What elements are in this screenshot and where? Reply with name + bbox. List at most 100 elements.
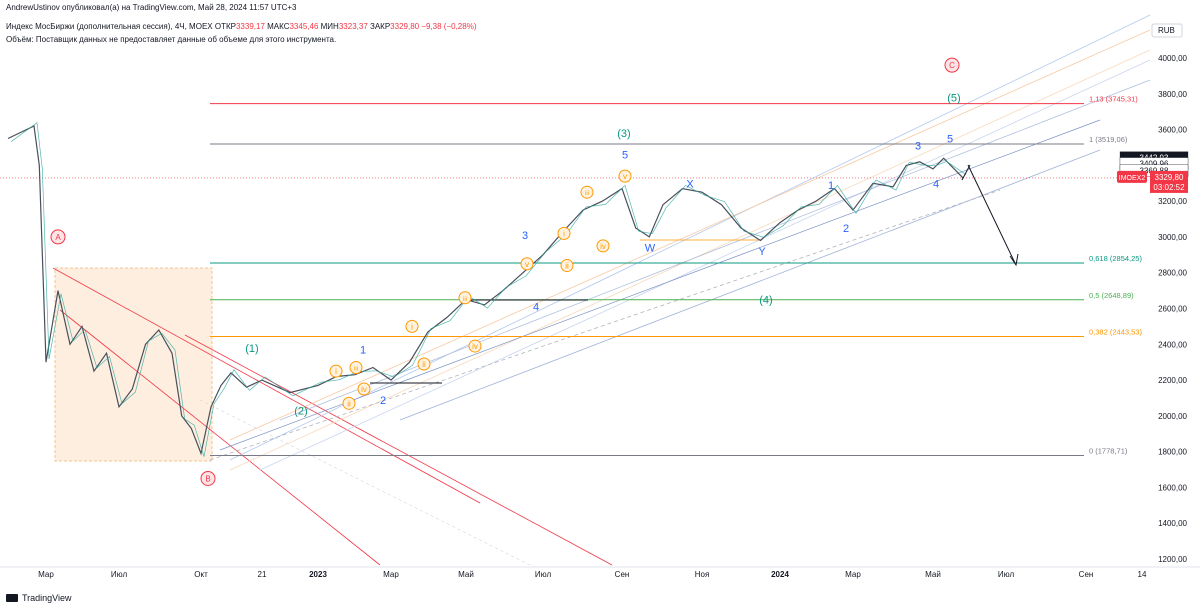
wave-label: iv xyxy=(472,342,478,351)
wave-label: iii xyxy=(585,191,589,197)
pitchfork-line xyxy=(229,14,1151,461)
wave-label: iii xyxy=(463,297,467,303)
wave-label-circle xyxy=(944,57,960,73)
x-tick-label: Сен xyxy=(1079,570,1094,579)
wave-label-circle xyxy=(580,185,594,199)
pitchfork-line xyxy=(219,119,1101,451)
x-tick-label: 2024 xyxy=(771,570,789,579)
y-tick-label: 1400,00 xyxy=(1158,519,1187,528)
low-label: МИН xyxy=(320,22,339,31)
y-tick-label: 3600,00 xyxy=(1158,126,1187,135)
volume-note: Объём: Поставщик данных не предоставляет… xyxy=(6,35,337,44)
wave-label: 2 xyxy=(380,395,386,407)
publisher-line: AndrewUstinov опубликовал(а) на TradingV… xyxy=(6,3,297,12)
wave-label: (2) xyxy=(294,405,307,417)
wave-label: X xyxy=(686,178,694,190)
wave-label-circle xyxy=(557,226,571,240)
fib-level-label: 1 (3519,06) xyxy=(1089,135,1128,144)
wave-label: 1 xyxy=(828,180,834,192)
channel-line xyxy=(59,309,381,566)
change-value: −9,38 (−0,28%) xyxy=(421,22,477,31)
wave-label: ii xyxy=(565,262,569,271)
high-value: 3345,46 xyxy=(289,22,319,31)
wave-label: C xyxy=(949,61,955,70)
wave-label: i xyxy=(563,229,565,238)
wave-label: 5 xyxy=(622,150,628,162)
x-tick-label: Мар xyxy=(383,570,399,579)
pitchfork-line xyxy=(279,79,1151,421)
wave-label: Y xyxy=(758,246,766,258)
wave-label-circle xyxy=(520,257,534,271)
wave-label: ii xyxy=(347,399,351,408)
dashed-trend-line xyxy=(209,189,1001,461)
x-tick-label: Окт xyxy=(194,570,208,579)
wave-label: 2 xyxy=(843,223,849,235)
y-tick-label: 1600,00 xyxy=(1158,483,1187,492)
fib-level-label: 0 (1778,71) xyxy=(1089,446,1128,455)
x-tick-label: 14 xyxy=(1138,570,1147,579)
wave-label: ii xyxy=(422,360,426,369)
fib-level-label: 0,618 (2854,25) xyxy=(1089,254,1142,263)
wave-label-circle xyxy=(200,470,216,486)
x-tick-label: 2023 xyxy=(309,570,327,579)
open-label: ОТКР xyxy=(214,22,236,31)
x-tick-label: Май xyxy=(925,570,941,579)
projection-arrow xyxy=(961,164,971,181)
wave-label: (5) xyxy=(947,92,960,104)
price-series-line xyxy=(7,125,964,456)
channel-line xyxy=(184,334,613,566)
x-tick-label: Мар xyxy=(845,570,861,579)
wave-label: 4 xyxy=(533,302,539,314)
x-tick-label: Июл xyxy=(998,570,1015,579)
fib-level-label: 0,5 (2648,89) xyxy=(1089,291,1134,300)
currency-box xyxy=(1151,23,1183,38)
wave-label: i xyxy=(411,322,413,331)
open-value: 3339,17 xyxy=(235,22,265,31)
fib-level-label: 1,13 (3745,31) xyxy=(1089,95,1138,104)
x-tick-label: 21 xyxy=(258,570,267,579)
wave-label: v xyxy=(623,172,627,181)
y-tick-label: 1800,00 xyxy=(1158,448,1187,457)
y-tick-label: 3000,00 xyxy=(1158,233,1187,242)
wave-label-circle xyxy=(405,319,419,333)
close-label: ЗАКР xyxy=(370,22,391,31)
x-tick-label: Июл xyxy=(535,570,552,579)
wave-label-circle xyxy=(349,361,363,375)
price-series-texture xyxy=(10,122,967,457)
x-tick-label: Мар xyxy=(38,570,54,579)
x-tick-label: Июл xyxy=(111,570,128,579)
wave-label: iv xyxy=(361,385,367,394)
current-symbol-label: IMOEX2 xyxy=(1119,175,1146,182)
fib-level-label: 0,382 (2443,53) xyxy=(1089,327,1142,336)
wave-label-circle xyxy=(560,259,574,273)
pitchfork-line xyxy=(229,29,1151,441)
footer: TradingView xyxy=(6,593,72,603)
x-tick-label: Май xyxy=(458,570,474,579)
current-symbol-tag xyxy=(1117,170,1147,183)
wave-label-circle xyxy=(329,364,343,378)
pitchfork-line xyxy=(399,149,1101,421)
y-tick-label: 2000,00 xyxy=(1158,412,1187,421)
wave-label: (4) xyxy=(759,295,772,307)
symbol-info-line: Индекс МосБиржи (дополнительная сессия),… xyxy=(6,22,476,31)
wave-label-circle xyxy=(50,229,66,245)
tradingview-logo-icon xyxy=(6,594,18,602)
y-tick-label: 2800,00 xyxy=(1158,269,1187,278)
projection-arrow-head xyxy=(1009,253,1019,267)
low-value: 3323,37 xyxy=(338,22,368,31)
wave-label: i xyxy=(335,367,337,376)
y-tick-label: 3200,00 xyxy=(1158,197,1187,206)
current-price-tag xyxy=(1150,170,1188,193)
wave-label-circle xyxy=(468,339,482,353)
y-tick-label: 2400,00 xyxy=(1158,340,1187,349)
wave-label: B xyxy=(205,474,210,483)
high-label: МАКС xyxy=(267,22,290,31)
wave-label: (1) xyxy=(245,343,258,355)
close-value: 3329,80 xyxy=(390,22,420,31)
y-tick-label: 2600,00 xyxy=(1158,305,1187,314)
projection-arrow xyxy=(967,164,1016,264)
channel-line xyxy=(52,267,481,504)
wave-label: 1 xyxy=(360,345,366,357)
footer-brand: TradingView xyxy=(22,593,72,603)
